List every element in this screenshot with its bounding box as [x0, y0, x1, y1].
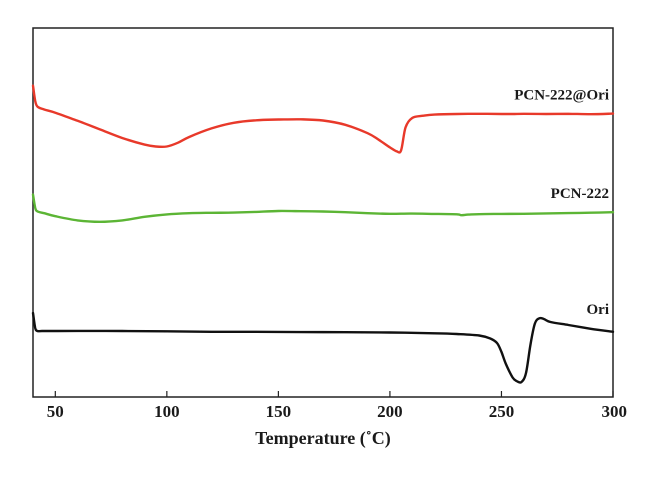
x-axis-title: Temperature (˚C) [255, 428, 390, 449]
series-line-ori [31, 311, 615, 384]
x-tick-label: 250 [489, 402, 515, 421]
x-tick-label: 100 [154, 402, 180, 421]
series-labels: PCN-222@Ori PCN-222 Ori [514, 88, 609, 318]
curves [31, 84, 615, 384]
series-line-pcn-222 [31, 193, 615, 223]
series-label-pcn-222: PCN-222 [551, 186, 609, 202]
series-label-pcn-222-ori: PCN-222@Ori [514, 88, 609, 104]
x-tick-label: 150 [266, 402, 292, 421]
series-line-pcn-222-ori [31, 84, 615, 154]
x-axis-ticks: 50 100 150 200 250 300 [47, 391, 627, 421]
x-tick-label: 50 [47, 402, 64, 421]
x-tick-label: 300 [602, 402, 628, 421]
x-tick-label: 200 [377, 402, 403, 421]
series-label-ori: Ori [587, 302, 610, 318]
